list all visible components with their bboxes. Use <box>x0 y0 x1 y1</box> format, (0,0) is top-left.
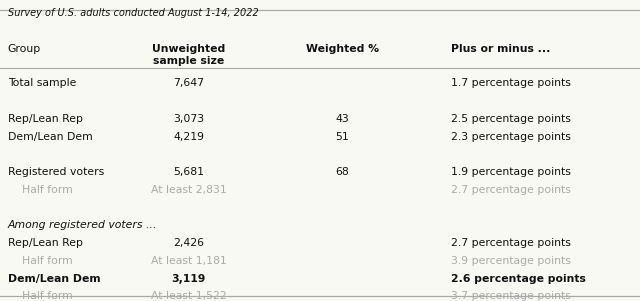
Text: Registered voters: Registered voters <box>8 167 104 177</box>
Text: 5,681: 5,681 <box>173 167 204 177</box>
Text: Plus or minus ...: Plus or minus ... <box>451 44 550 54</box>
Text: At least 2,831: At least 2,831 <box>151 185 227 195</box>
Text: 3,073: 3,073 <box>173 114 204 124</box>
Text: 3.9 percentage points: 3.9 percentage points <box>451 256 571 266</box>
Text: Half form: Half form <box>22 291 72 301</box>
Text: Half form: Half form <box>22 256 72 266</box>
Text: 2.6 percentage points: 2.6 percentage points <box>451 274 586 284</box>
Text: Among registered voters ...: Among registered voters ... <box>8 220 157 230</box>
Text: Rep/Lean Rep: Rep/Lean Rep <box>8 114 83 124</box>
Text: 2.3 percentage points: 2.3 percentage points <box>451 132 571 141</box>
Text: 2.7 percentage points: 2.7 percentage points <box>451 238 571 248</box>
Text: Dem/Lean Dem: Dem/Lean Dem <box>8 132 92 141</box>
Text: At least 1,181: At least 1,181 <box>151 256 227 266</box>
Text: 1.9 percentage points: 1.9 percentage points <box>451 167 571 177</box>
Text: 3.7 percentage points: 3.7 percentage points <box>451 291 571 301</box>
Text: Unweighted
sample size: Unweighted sample size <box>152 44 225 66</box>
Text: Weighted %: Weighted % <box>306 44 379 54</box>
Text: 68: 68 <box>335 167 349 177</box>
Text: 51: 51 <box>335 132 349 141</box>
Text: 2.7 percentage points: 2.7 percentage points <box>451 185 571 195</box>
Text: Rep/Lean Rep: Rep/Lean Rep <box>8 238 83 248</box>
Text: At least 1,522: At least 1,522 <box>151 291 227 301</box>
Text: 1.7 percentage points: 1.7 percentage points <box>451 78 571 88</box>
Text: Total sample: Total sample <box>8 78 76 88</box>
Text: 2.5 percentage points: 2.5 percentage points <box>451 114 571 124</box>
Text: Dem/Lean Dem: Dem/Lean Dem <box>8 274 100 284</box>
Text: 3,119: 3,119 <box>172 274 206 284</box>
Text: Survey of U.S. adults conducted August 1-14, 2022: Survey of U.S. adults conducted August 1… <box>8 8 259 18</box>
Text: Half form: Half form <box>22 185 72 195</box>
Text: Group: Group <box>8 44 41 54</box>
Text: 7,647: 7,647 <box>173 78 204 88</box>
Text: 2,426: 2,426 <box>173 238 204 248</box>
Text: 43: 43 <box>335 114 349 124</box>
Text: 4,219: 4,219 <box>173 132 204 141</box>
